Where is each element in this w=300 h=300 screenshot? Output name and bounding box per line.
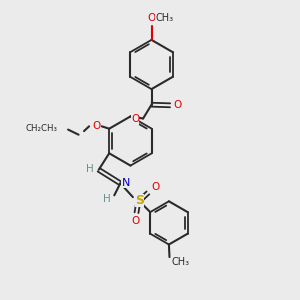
Text: CH₂CH₃: CH₂CH₃ — [26, 124, 58, 133]
Text: O: O — [147, 13, 155, 23]
Text: S: S — [135, 194, 144, 207]
Text: O: O — [151, 182, 160, 193]
Text: CH₃: CH₃ — [171, 257, 189, 267]
Text: H: H — [103, 194, 111, 204]
Text: O: O — [131, 114, 139, 124]
Text: O: O — [132, 216, 140, 226]
Text: H: H — [86, 164, 94, 174]
Text: O: O — [92, 121, 101, 131]
Text: O: O — [173, 100, 182, 110]
Text: CH₃: CH₃ — [155, 13, 173, 23]
Text: N: N — [122, 178, 130, 188]
